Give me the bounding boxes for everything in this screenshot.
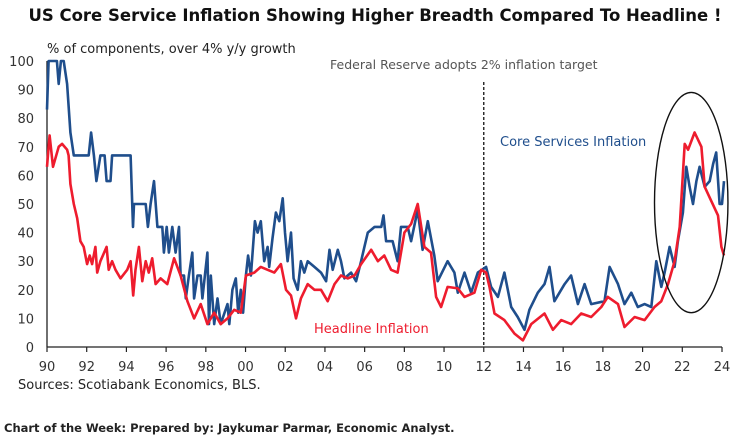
x-tick-label: 08	[396, 360, 413, 375]
x-tick-label: 00	[237, 360, 254, 375]
y-tick-label: 50	[17, 198, 34, 213]
x-tick-label: 90	[39, 360, 56, 375]
footer-credit: Chart of the Week: Prepared by: Jaykumar…	[4, 421, 455, 435]
x-tick-label: 12	[475, 360, 492, 375]
x-tick-label: 14	[515, 360, 532, 375]
x-tick-label: 18	[595, 360, 612, 375]
y-tick-label: 80	[17, 112, 34, 127]
chart-title: US Core Service Inflation Showing Higher…	[28, 6, 722, 25]
x-tick-label: 94	[118, 360, 135, 375]
y-tick-label: 0	[26, 341, 34, 356]
x-tick-label: 24	[714, 360, 731, 375]
series-core-services-line	[45, 59, 726, 332]
x-tick-label: 04	[317, 360, 334, 375]
x-tick-label: 98	[198, 360, 215, 375]
x-tick-label: 06	[356, 360, 373, 375]
y-axis-label: % of components, over 4% y/y growth	[47, 42, 296, 57]
x-tick-label: 16	[555, 360, 572, 375]
x-tick-label: 10	[436, 360, 453, 375]
y-tick-label: 70	[17, 141, 34, 156]
legend-label-headline: Headline Inflation	[314, 322, 429, 337]
series-headline-line	[45, 131, 726, 342]
y-tick-label: 40	[17, 227, 34, 242]
y-tick-label: 100	[9, 55, 34, 70]
y-tick-label: 30	[17, 255, 34, 270]
x-tick-label: 96	[158, 360, 175, 375]
y-tick-label: 60	[17, 169, 34, 184]
y-tick-label: 90	[17, 84, 34, 99]
source-note: Sources: Scotiabank Economics, BLS.	[18, 378, 261, 393]
x-tick-label: 22	[674, 360, 691, 375]
x-tick-label: 20	[634, 360, 651, 375]
legend-label-core-services: Core Services Inflation	[500, 135, 646, 150]
y-tick-label: 10	[17, 312, 34, 327]
highlight-ellipse	[653, 91, 729, 314]
x-tick-label: 92	[78, 360, 95, 375]
fed-target-annotation: Federal Reserve adopts 2% inflation targ…	[330, 57, 598, 72]
x-tick-label: 02	[277, 360, 294, 375]
y-tick-label: 20	[17, 284, 34, 299]
